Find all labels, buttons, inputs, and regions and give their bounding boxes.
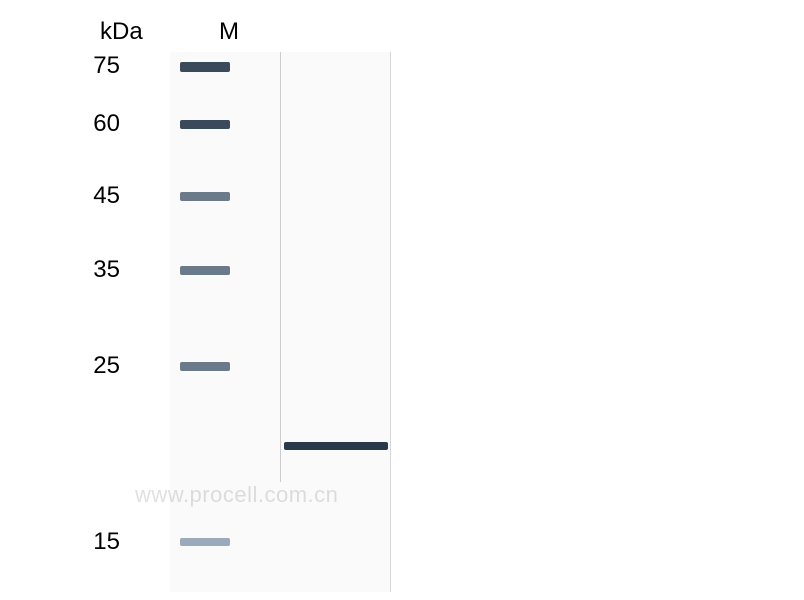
ladder-band [180,362,230,371]
unit-label: kDa [100,18,143,46]
gel-right-edge [390,52,391,592]
lane-divider [280,52,281,482]
mw-label: 25 [70,352,120,380]
mw-label: 60 [70,110,120,138]
sample-band [284,442,388,450]
ladder-band [180,62,230,72]
mw-label: 45 [70,182,120,210]
gel-figure: kDa M 75 60 45 35 25 15 www.procell.com.cn [0,0,804,600]
mw-label: 35 [70,256,120,284]
ladder-band [180,192,230,201]
ladder-band [180,538,230,546]
watermark: www.procell.com.cn [135,482,338,508]
ladder-band [180,266,230,275]
ladder-band [180,120,230,129]
marker-lane-label: M [219,18,239,46]
mw-label: 75 [70,52,120,80]
mw-label: 15 [70,528,120,556]
